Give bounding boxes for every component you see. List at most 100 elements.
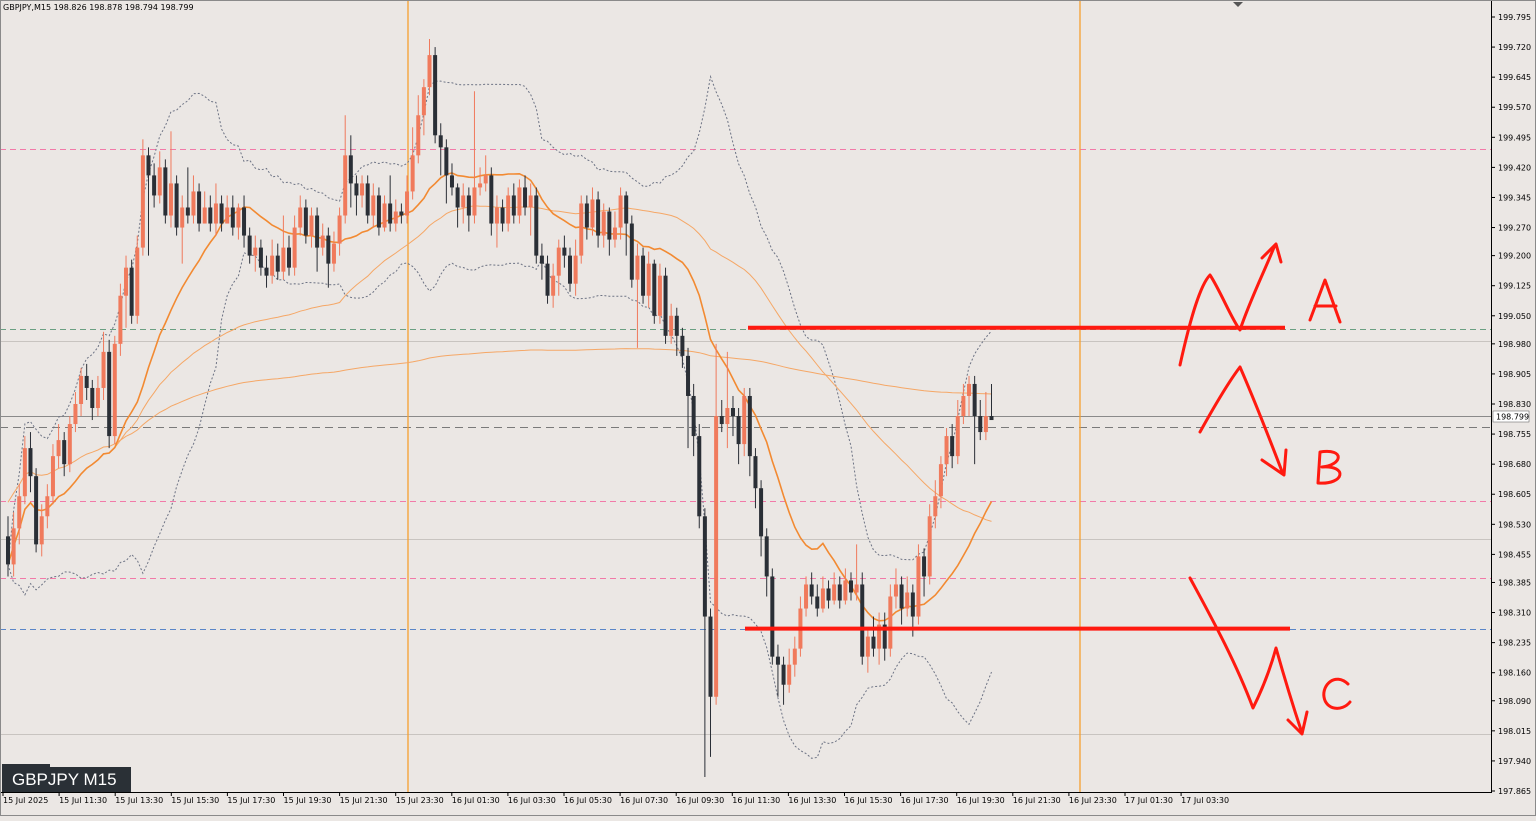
candle-84 <box>478 167 483 196</box>
candle-144 <box>815 584 820 617</box>
candle-164 <box>927 504 932 585</box>
candle-154 <box>871 616 876 657</box>
candle-body <box>697 436 702 517</box>
candle-body <box>686 355 691 396</box>
candle-41 <box>236 203 241 240</box>
scroll-marker-icon[interactable] <box>1233 2 1243 7</box>
candle-body <box>135 247 140 316</box>
candle-108 <box>612 211 617 248</box>
candle-body <box>39 516 44 545</box>
candle-46 <box>264 255 269 288</box>
candle-71 <box>405 175 410 224</box>
candle-body <box>753 456 758 489</box>
price-tick-label: 198.235 <box>1498 639 1531 648</box>
candle-body <box>433 55 438 136</box>
candle-body <box>191 191 196 216</box>
price-tick-label: 199.125 <box>1498 282 1531 291</box>
candle-body <box>849 580 853 593</box>
time-tick-label: 16 Jul 01:30 <box>452 796 500 805</box>
candle-174 <box>983 391 988 441</box>
candle-9 <box>56 424 61 469</box>
candle-31 <box>180 195 185 264</box>
candle-62 <box>354 175 359 216</box>
candle-body <box>579 203 584 256</box>
candle-114 <box>646 251 651 308</box>
candle-53 <box>303 199 308 244</box>
moving-averages <box>7 172 993 622</box>
candle-body <box>624 195 629 224</box>
candle-35 <box>202 191 207 224</box>
time-tick-label: 16 Jul 19:30 <box>957 796 1005 805</box>
price-tick-label: 199.270 <box>1498 224 1531 233</box>
candle-body <box>264 267 269 276</box>
candle-163 <box>922 548 927 597</box>
time-tick-label: 16 Jul 17:30 <box>901 796 949 805</box>
candle-body <box>371 195 376 216</box>
candle-body <box>253 247 258 256</box>
candle-body <box>84 375 89 388</box>
candle-body <box>629 223 634 280</box>
candle-24 <box>140 139 145 256</box>
symbol-badge: GBPJPY M15 <box>2 767 131 792</box>
candle-body <box>219 203 224 224</box>
candle-body <box>551 275 556 296</box>
candle-body <box>584 203 589 228</box>
candle-21 <box>124 255 129 328</box>
candle-body <box>101 351 106 388</box>
candle-99 <box>562 235 567 268</box>
candle-body <box>365 183 370 216</box>
candle-123 <box>697 424 702 529</box>
price-tick-label: 199.050 <box>1498 312 1531 321</box>
candle-81 <box>461 183 466 224</box>
price-tick-label: 198.980 <box>1498 340 1531 349</box>
price-tick-label: 198.905 <box>1498 370 1531 379</box>
candle-26 <box>152 163 157 208</box>
time-tick-label: 17 Jul 03:30 <box>1181 796 1229 805</box>
candle-body <box>494 207 499 224</box>
candle-body <box>764 536 769 577</box>
candle-60 <box>343 115 348 224</box>
time-tick-label: 16 Jul 23:30 <box>1069 796 1117 805</box>
candle-149 <box>843 568 848 605</box>
candle-body <box>882 624 887 649</box>
candle-22 <box>129 259 134 324</box>
price-tick-label: 199.200 <box>1498 252 1531 261</box>
candle-body <box>382 203 387 228</box>
current-price-label: 198.799 <box>1496 413 1529 422</box>
price-tick-label: 197.865 <box>1498 787 1531 796</box>
candle-129 <box>730 395 735 437</box>
candle-body <box>938 464 943 497</box>
candle-body <box>410 155 415 192</box>
candle-body <box>17 496 22 529</box>
candle-143 <box>809 572 814 605</box>
candle-23 <box>135 235 140 324</box>
candle-167 <box>944 428 949 477</box>
candle-51 <box>292 215 297 276</box>
candle-65 <box>371 183 376 228</box>
candle-body <box>461 195 466 208</box>
candle-body <box>826 588 831 601</box>
candle-body <box>62 440 67 465</box>
price-tick-label: 198.680 <box>1498 460 1531 469</box>
candle-body <box>804 584 809 609</box>
candle-body <box>331 243 336 264</box>
candle-body <box>725 408 730 425</box>
candle-162 <box>916 544 921 625</box>
candle-148 <box>837 576 842 609</box>
candle-body <box>472 187 477 216</box>
candle-body <box>112 343 117 437</box>
candle-body <box>303 207 308 236</box>
candle-157 <box>888 584 893 657</box>
candle-175 <box>989 383 994 421</box>
candle-body <box>185 207 190 216</box>
candle-156 <box>882 612 887 661</box>
time-tick-label: 15 Jul 2025 <box>3 796 48 805</box>
candle-body <box>933 496 938 517</box>
candle-14 <box>84 363 89 400</box>
candle-28 <box>163 159 168 224</box>
scenario-c-letter-icon <box>1322 677 1352 710</box>
candle-170 <box>961 383 966 425</box>
scenario-a-arrowhead-icon <box>1260 242 1283 264</box>
candle-body <box>989 416 994 421</box>
